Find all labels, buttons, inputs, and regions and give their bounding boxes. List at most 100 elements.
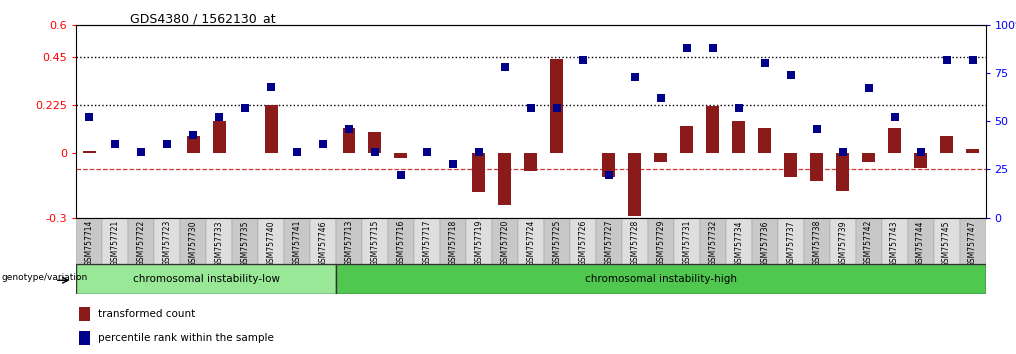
Bar — [758, 128, 771, 153]
Text: GDS4380 / 1562130_at: GDS4380 / 1562130_at — [130, 12, 276, 25]
Point — [211, 115, 228, 120]
Text: GSM757746: GSM757746 — [318, 220, 327, 267]
Point — [522, 105, 538, 110]
Bar — [622, 218, 648, 264]
Bar — [78, 331, 89, 344]
Point — [81, 115, 98, 120]
Bar — [394, 153, 407, 158]
Bar — [82, 151, 96, 153]
Bar — [674, 218, 700, 264]
Point — [652, 95, 669, 101]
Bar — [966, 149, 979, 153]
Text: GSM757714: GSM757714 — [84, 220, 93, 267]
Bar — [725, 218, 752, 264]
Point — [549, 105, 565, 110]
Text: GSM757715: GSM757715 — [371, 220, 380, 267]
Point — [470, 149, 487, 155]
Point — [315, 142, 331, 147]
Bar — [810, 153, 823, 181]
Bar — [284, 218, 310, 264]
Text: GSM757747: GSM757747 — [968, 220, 977, 267]
Bar — [232, 218, 258, 264]
Bar — [700, 218, 725, 264]
Bar — [907, 218, 934, 264]
Bar — [706, 106, 719, 153]
Text: GSM757716: GSM757716 — [396, 220, 405, 267]
Point — [600, 172, 617, 178]
Text: GSM757713: GSM757713 — [344, 220, 354, 267]
Point — [964, 57, 980, 62]
Point — [497, 64, 513, 70]
Bar — [212, 121, 226, 153]
Point — [340, 126, 357, 132]
Bar — [777, 218, 804, 264]
Point — [782, 72, 799, 78]
Bar — [882, 218, 907, 264]
Point — [185, 132, 201, 138]
Text: percentile rank within the sample: percentile rank within the sample — [98, 332, 273, 343]
Text: GSM757729: GSM757729 — [656, 220, 665, 267]
Bar — [128, 218, 154, 264]
Point — [861, 86, 877, 91]
Bar — [154, 218, 180, 264]
Text: GSM757738: GSM757738 — [812, 220, 821, 267]
Text: chromosomal instability-high: chromosomal instability-high — [585, 274, 737, 284]
Bar — [342, 128, 356, 153]
Text: transformed count: transformed count — [98, 309, 195, 319]
Bar — [595, 218, 622, 264]
Point — [367, 149, 383, 155]
Text: GSM757742: GSM757742 — [864, 220, 873, 267]
Bar — [440, 218, 466, 264]
Text: GSM757744: GSM757744 — [916, 220, 926, 267]
Bar — [362, 218, 388, 264]
Bar — [187, 136, 199, 153]
Bar — [388, 218, 414, 264]
Point — [939, 57, 955, 62]
Bar — [830, 218, 855, 264]
Bar — [76, 218, 103, 264]
Bar — [648, 218, 674, 264]
Bar — [336, 218, 362, 264]
Point — [158, 142, 176, 147]
Text: GSM757741: GSM757741 — [293, 220, 302, 267]
Point — [731, 105, 747, 110]
Bar — [784, 153, 798, 177]
Point — [445, 161, 461, 166]
Bar — [654, 153, 668, 162]
Text: GSM757721: GSM757721 — [111, 220, 120, 266]
Bar — [472, 153, 486, 192]
Bar — [551, 59, 563, 153]
Bar — [499, 153, 511, 205]
Text: GSM757740: GSM757740 — [266, 220, 275, 267]
Bar — [78, 307, 89, 321]
Point — [679, 45, 695, 51]
Bar — [570, 218, 595, 264]
Bar — [264, 105, 277, 153]
Bar — [888, 128, 901, 153]
Bar — [310, 218, 336, 264]
Bar — [492, 218, 518, 264]
Bar — [752, 218, 777, 264]
Text: GSM757727: GSM757727 — [605, 220, 614, 267]
Point — [757, 61, 773, 66]
Bar — [180, 218, 206, 264]
Bar — [518, 218, 544, 264]
Point — [575, 57, 591, 62]
Text: GSM757739: GSM757739 — [838, 220, 847, 267]
Text: chromosomal instability-low: chromosomal instability-low — [133, 274, 279, 284]
Bar — [804, 218, 830, 264]
Text: GSM757734: GSM757734 — [735, 220, 744, 267]
Text: GSM757722: GSM757722 — [136, 220, 145, 266]
Bar — [855, 218, 882, 264]
Point — [419, 149, 435, 155]
Bar — [959, 218, 986, 264]
Bar — [206, 218, 232, 264]
Bar — [681, 126, 693, 153]
Text: GSM757717: GSM757717 — [423, 220, 432, 267]
Bar — [733, 121, 745, 153]
Text: GSM757735: GSM757735 — [241, 220, 250, 267]
Text: GSM757723: GSM757723 — [163, 220, 172, 267]
Text: GSM757731: GSM757731 — [682, 220, 691, 267]
Text: GSM757725: GSM757725 — [553, 220, 562, 267]
Text: GSM757737: GSM757737 — [786, 220, 796, 267]
